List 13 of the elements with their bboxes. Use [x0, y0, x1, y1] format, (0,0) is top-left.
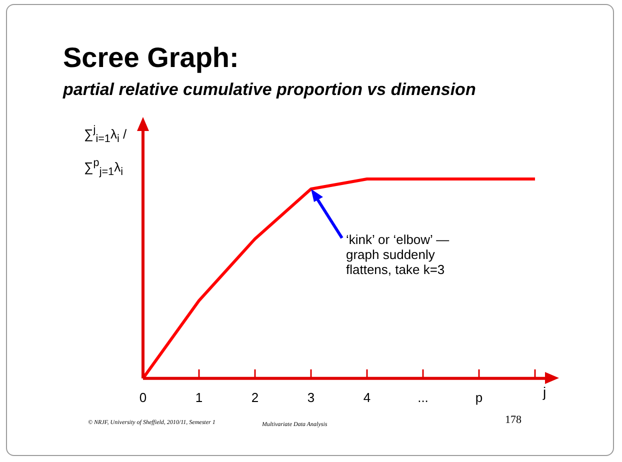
x-axis-title: j — [543, 384, 546, 400]
chart-subtitle: partial relative cumulative proportion vs dimension — [63, 80, 476, 100]
chart-title: Scree Graph: — [63, 42, 239, 74]
x-tick-label: 3 — [307, 390, 315, 405]
annotation: ‘kink’ or ‘elbow’ — graph suddenly flattens, take k=3 — [346, 232, 450, 277]
x-tick-label: 0 — [139, 390, 147, 405]
text: 178 — [505, 414, 522, 426]
text: ∑$^{j}$$_{i=1}$λ$_{i}$ / ∑$^{p}$$_{j=1}$λ$_{i}$ — [84, 124, 127, 178]
x-tick-label: 4 — [363, 390, 371, 405]
x-tick-label: ... — [418, 390, 428, 405]
x-tick-label: 1 — [195, 390, 203, 405]
x-tick-label: p — [475, 390, 483, 405]
x-tick-label: 2 — [251, 390, 259, 405]
